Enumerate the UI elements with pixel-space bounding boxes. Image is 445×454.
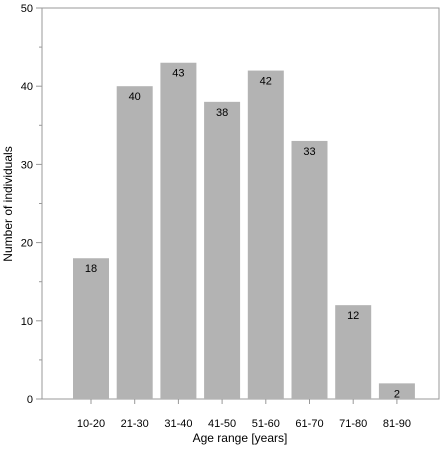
bar-81-90 [378,383,415,399]
x-tick-label: 31-40 [164,418,192,430]
y-tick-label: 30 [21,159,33,171]
bar-value-label: 38 [216,107,228,119]
bar-value-label: 12 [347,310,359,322]
bar-value-label: 42 [260,76,272,88]
bars: 18 40 43 38 42 33 12 2 [73,62,415,400]
bar-value-label: 43 [172,68,184,80]
bar-value-label: 2 [394,388,400,400]
y-tick-label: 0 [27,394,33,406]
bar-51-60 [247,70,284,399]
x-tick-label: 10-20 [77,418,105,430]
bar-61-70 [291,140,328,399]
y-axis: 0 10 20 30 40 50 [21,3,42,406]
y-axis-title: Number of individuals [1,146,15,261]
bar-10-20 [73,258,109,399]
bar-31-40 [160,62,197,400]
bar-value-label: 40 [129,91,141,103]
x-tick-label: 41-50 [208,418,236,430]
bar-value-label: 33 [303,146,315,158]
x-tick-label: 61-70 [295,418,323,430]
x-tick-label: 51-60 [252,418,280,430]
y-tick-label: 10 [21,316,33,328]
bar-21-30 [116,86,153,399]
x-axis-title: Age range [years] [193,431,288,445]
x-axis: 10-20 21-30 31-40 41-50 51-60 61-70 71-80 81-90 [77,399,411,430]
y-tick-label: 20 [21,238,33,250]
x-tick-label: 81-90 [383,418,411,430]
y-tick-label: 40 [21,81,33,93]
x-tick-label: 71-80 [339,418,367,430]
y-tick-label: 50 [21,3,33,15]
bar-value-label: 18 [85,263,97,275]
x-tick-label: 21-30 [121,418,149,430]
bar-71-80 [335,305,372,399]
bar-41-50 [204,101,241,399]
